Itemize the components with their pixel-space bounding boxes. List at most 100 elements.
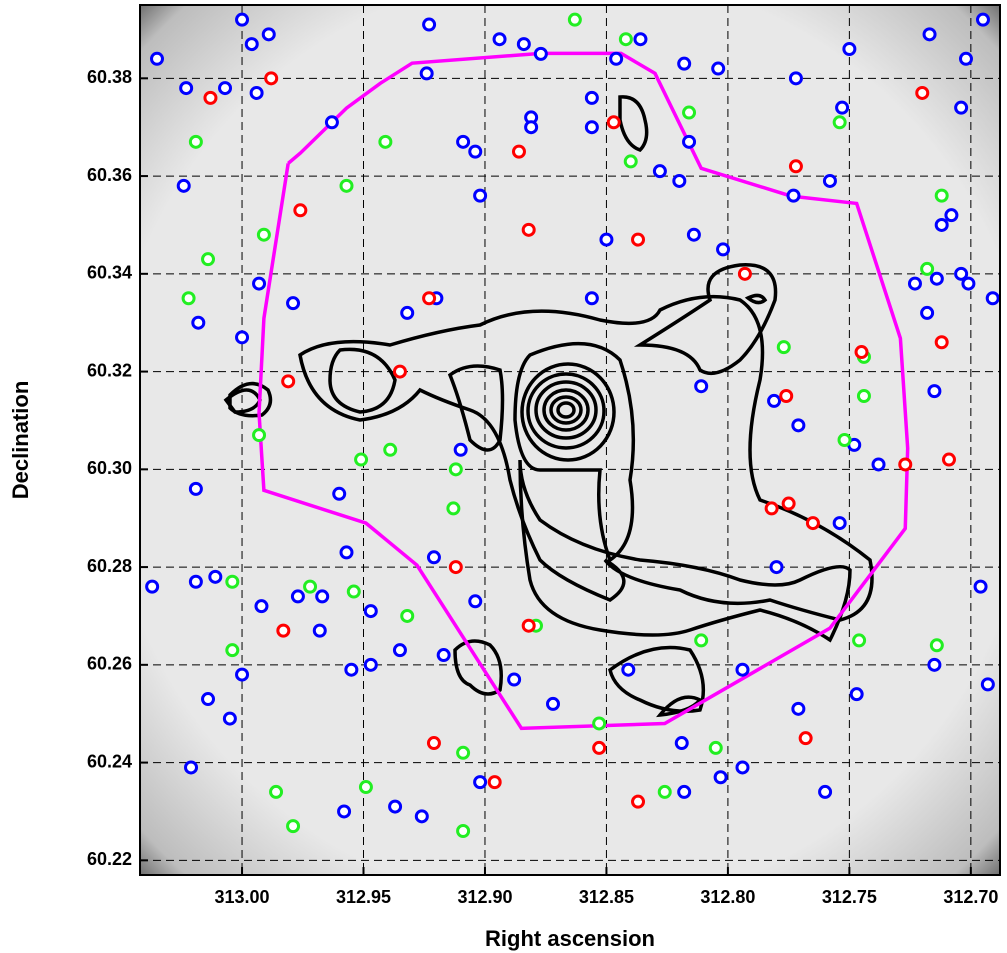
source-marker <box>929 638 944 653</box>
source-marker <box>225 643 240 658</box>
source-marker <box>849 687 864 702</box>
source-marker <box>145 579 160 594</box>
y-tick-label: 60.24 <box>87 751 132 771</box>
source-marker <box>545 696 560 711</box>
source-marker <box>286 296 301 311</box>
y-axis-title: Declination <box>8 381 33 500</box>
source-marker <box>303 579 318 594</box>
source-marker <box>492 32 507 47</box>
source-marker <box>835 100 850 115</box>
source-marker <box>985 291 1000 306</box>
source-marker <box>584 291 599 306</box>
source-marker <box>324 115 339 130</box>
source-marker <box>621 662 636 677</box>
x-tick-label: 312.80 <box>700 887 755 907</box>
source-marker <box>791 418 806 433</box>
source-marker <box>837 433 852 447</box>
source-marker <box>276 623 291 638</box>
source-marker <box>414 809 429 824</box>
source-marker <box>179 81 194 96</box>
source-marker <box>507 672 522 687</box>
source-marker <box>927 657 942 672</box>
source-marker <box>473 775 488 790</box>
source-marker <box>609 51 624 66</box>
source-marker <box>713 770 728 785</box>
source-marker <box>453 442 468 457</box>
source-marker <box>358 780 373 795</box>
source-marker <box>293 203 308 218</box>
source-marker <box>487 775 502 790</box>
source-marker <box>419 66 434 81</box>
source-marker <box>400 608 415 623</box>
source-marker <box>235 12 250 27</box>
source-marker <box>592 716 607 731</box>
source-marker <box>378 134 393 149</box>
source-marker <box>261 27 276 42</box>
sky-image <box>140 5 1000 875</box>
source-marker <box>252 276 267 291</box>
y-tick-label: 60.22 <box>87 849 132 869</box>
source-marker <box>191 315 206 330</box>
source-marker <box>184 760 199 775</box>
source-marker <box>682 134 697 149</box>
source-marker <box>592 740 607 755</box>
source-marker <box>822 173 837 188</box>
source-marker <box>934 335 949 350</box>
source-marker <box>252 428 267 443</box>
source-marker <box>922 27 937 42</box>
source-marker <box>392 643 407 658</box>
source-marker <box>521 618 536 633</box>
source-marker <box>852 633 867 648</box>
source-marker <box>716 242 731 257</box>
source-marker <box>468 594 483 609</box>
source-marker <box>786 188 801 203</box>
source-marker <box>915 85 930 100</box>
source-marker <box>674 736 689 751</box>
x-tick-label: 312.90 <box>457 887 512 907</box>
source-marker <box>854 345 869 360</box>
source-marker <box>975 12 990 27</box>
source-marker <box>422 291 437 306</box>
plot-frame <box>139 4 1001 876</box>
source-marker <box>337 804 352 819</box>
source-marker <box>973 579 988 594</box>
source-marker <box>422 17 437 32</box>
source-marker <box>631 232 646 247</box>
source-marker <box>737 266 752 281</box>
source-marker <box>929 271 944 286</box>
source-marker <box>256 227 271 242</box>
source-marker <box>606 115 621 130</box>
source-marker <box>332 486 347 501</box>
y-tick-label: 60.34 <box>87 263 132 283</box>
source-marker <box>694 379 709 394</box>
source-marker <box>584 120 599 135</box>
source-marker <box>188 481 203 496</box>
source-marker <box>344 662 359 677</box>
source-marker <box>426 550 441 565</box>
source-marker <box>264 71 279 86</box>
source-marker <box>788 71 803 86</box>
source-marker <box>961 276 976 291</box>
source-marker <box>954 100 969 115</box>
source-marker <box>363 657 378 672</box>
source-marker <box>788 159 803 174</box>
source-marker <box>363 604 378 619</box>
source-marker <box>934 188 949 203</box>
source-marker <box>623 154 638 169</box>
source-marker <box>392 364 407 379</box>
source-marker <box>871 457 886 472</box>
source-marker <box>677 784 692 799</box>
x-tick-label: 312.75 <box>822 887 877 907</box>
source-marker <box>456 824 471 839</box>
source-marker <box>657 784 672 799</box>
source-marker <box>832 516 847 531</box>
source-marker <box>290 589 305 604</box>
source-marker <box>456 745 471 760</box>
source-marker <box>468 144 483 159</box>
source-marker <box>524 120 539 135</box>
source-marker <box>281 374 296 389</box>
source-marker <box>686 227 701 242</box>
source-marker <box>249 85 264 100</box>
source-marker <box>426 736 441 751</box>
